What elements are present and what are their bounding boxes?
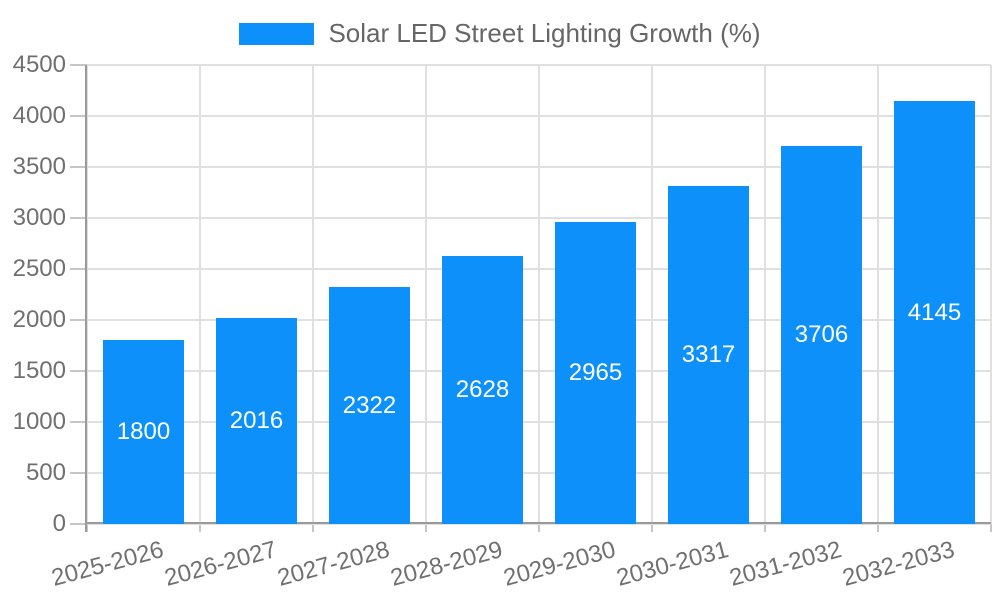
bar[interactable]: 2965 (555, 221, 636, 524)
y-axis-tick (70, 319, 87, 321)
x-axis-tick (764, 524, 766, 532)
y-axis-tick (70, 370, 87, 372)
gridline-horizontal (87, 115, 991, 117)
y-axis-tick (70, 217, 87, 219)
y-axis-line (85, 65, 87, 532)
x-axis-tick (877, 524, 879, 532)
x-tick-label: 2031-2032 (726, 536, 845, 592)
legend-swatch (239, 22, 315, 45)
y-tick-label: 1000 (12, 408, 66, 435)
y-axis-tick (70, 115, 87, 117)
y-axis-tick (70, 64, 87, 66)
x-axis-tick (538, 524, 540, 532)
gridline-horizontal (87, 472, 991, 474)
bar[interactable]: 4145 (894, 101, 975, 524)
legend[interactable]: Solar LED Street Lighting Growth (%) (0, 18, 1000, 49)
x-axis-tick (86, 524, 88, 532)
x-tick-label: 2029-2030 (500, 536, 619, 592)
x-tick-label: 2032-2033 (839, 536, 958, 592)
x-axis-tick (990, 524, 992, 532)
y-tick-label: 500 (25, 459, 66, 486)
gridline-vertical (764, 65, 766, 524)
gridline-horizontal (87, 523, 991, 525)
bar[interactable]: 1800 (103, 340, 184, 524)
gridline-vertical (312, 65, 314, 524)
y-tick-label: 3000 (12, 204, 66, 231)
y-tick-label: 2000 (12, 306, 66, 333)
x-axis-line (85, 522, 991, 524)
legend-label: Solar LED Street Lighting Growth (%) (328, 18, 761, 48)
y-axis-tick (70, 421, 87, 423)
bar-value-label: 3317 (681, 340, 736, 368)
gridline-horizontal (87, 370, 991, 372)
gridline-horizontal (87, 217, 991, 219)
bar-value-label: 2628 (455, 375, 510, 403)
gridline-vertical (425, 65, 427, 524)
bar[interactable]: 2016 (216, 318, 297, 524)
gridline-vertical (86, 65, 88, 524)
y-tick-label: 3500 (12, 153, 66, 180)
gridline-horizontal (87, 64, 991, 66)
bar[interactable]: 2322 (329, 287, 410, 524)
y-tick-label: 4500 (12, 51, 66, 78)
gridline-vertical (990, 65, 992, 524)
y-tick-label: 2500 (12, 255, 66, 282)
gridline-vertical (199, 65, 201, 524)
x-tick-label: 2025-2026 (48, 536, 167, 592)
y-axis-tick (70, 472, 87, 474)
x-tick-label: 2026-2027 (161, 536, 280, 592)
gridline-horizontal (87, 166, 991, 168)
bar-value-label: 4145 (907, 298, 962, 326)
x-axis-tick (651, 524, 653, 532)
bar-value-label: 1800 (116, 418, 171, 446)
y-axis-tick (70, 523, 87, 525)
gridline-vertical (877, 65, 879, 524)
gridline-vertical (538, 65, 540, 524)
x-axis-tick (425, 524, 427, 532)
x-axis-tick (312, 524, 314, 532)
bar-value-label: 2322 (342, 391, 397, 419)
gridline-vertical (651, 65, 653, 524)
bar[interactable]: 3317 (668, 185, 749, 524)
y-axis-tick (70, 268, 87, 270)
x-tick-label: 2028-2029 (387, 536, 506, 592)
bar[interactable]: 3706 (781, 145, 862, 524)
bar[interactable]: 2628 (442, 255, 523, 524)
gridline-horizontal (87, 268, 991, 270)
bar-value-label: 2965 (568, 358, 623, 386)
bar-value-label: 3706 (794, 320, 849, 348)
y-tick-label: 1500 (12, 357, 66, 384)
x-axis-tick (199, 524, 201, 532)
y-tick-label: 4000 (12, 102, 66, 129)
y-tick-label: 0 (52, 510, 66, 537)
x-tick-label: 2030-2031 (613, 536, 732, 592)
x-tick-label: 2027-2028 (274, 536, 393, 592)
bar-value-label: 2016 (229, 407, 284, 435)
gridline-horizontal (87, 421, 991, 423)
y-axis-tick (70, 166, 87, 168)
gridline-horizontal (87, 319, 991, 321)
